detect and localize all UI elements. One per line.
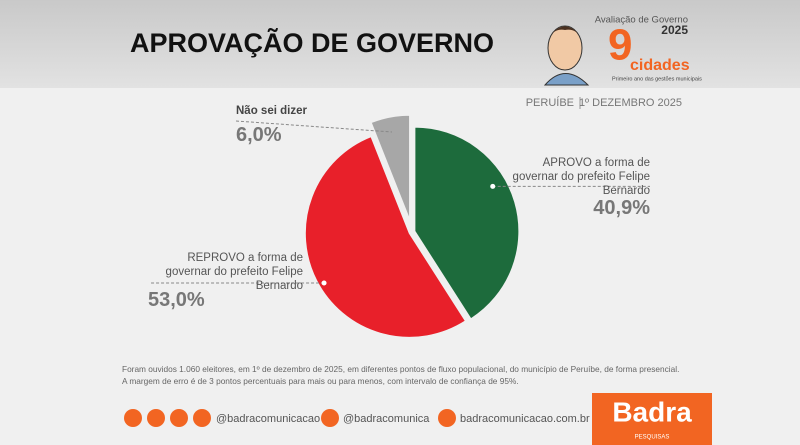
category-label: REPROVO a forma de governar do prefeito … bbox=[165, 252, 303, 292]
logo-tagline: Primeiro ano das gestões municipais bbox=[612, 76, 702, 82]
logo-kicker: Avaliação de Governo bbox=[595, 15, 688, 26]
pie-slice bbox=[414, 126, 520, 320]
social-handle[interactable]: @badracomunicacao bbox=[216, 413, 320, 425]
logo-number: 9 bbox=[608, 21, 632, 70]
web-icon[interactable] bbox=[438, 409, 456, 427]
value-label: 40,9% bbox=[593, 197, 650, 220]
category-label: Não sei dizer bbox=[236, 105, 307, 117]
category-label: APROVO a forma de governar do prefeito F… bbox=[512, 157, 650, 198]
brand-sub: PESQUISAS bbox=[635, 435, 670, 441]
x-handle[interactable]: @badracomunica bbox=[343, 413, 430, 425]
leader-dot bbox=[490, 183, 496, 189]
leader-line bbox=[235, 120, 393, 133]
x-icon[interactable] bbox=[321, 409, 339, 427]
chart-title: APROVAÇÃO DE GOVERNO bbox=[130, 27, 494, 58]
location: PERUÍBE bbox=[526, 96, 574, 109]
pie-slice bbox=[370, 114, 411, 220]
footnote: A margem de erro é de 3 pontos percentua… bbox=[122, 376, 519, 386]
date: 1º DEZEMBRO 2025 bbox=[579, 97, 682, 109]
instagram-icon[interactable] bbox=[147, 409, 165, 427]
value-label: 53,0% bbox=[148, 289, 205, 311]
youtube-icon[interactable] bbox=[170, 409, 188, 427]
social-icons[interactable] bbox=[124, 409, 456, 427]
brand: Badra bbox=[612, 396, 692, 427]
footnote: Foram ouvidos 1.060 eleitores, em 1º de … bbox=[122, 364, 679, 374]
threads-icon[interactable] bbox=[193, 409, 211, 427]
header-band bbox=[0, 0, 800, 88]
leader-dot bbox=[321, 280, 327, 286]
logo-year: 2025 bbox=[661, 23, 688, 37]
brand-box bbox=[592, 393, 712, 445]
pie-slice bbox=[304, 136, 467, 338]
value-label: 6,0% bbox=[236, 124, 282, 146]
website[interactable]: badracomunicacao.com.br bbox=[460, 413, 590, 425]
logo-word: cidades bbox=[630, 57, 690, 74]
caricature bbox=[543, 25, 590, 86]
facebook-icon[interactable] bbox=[124, 409, 142, 427]
